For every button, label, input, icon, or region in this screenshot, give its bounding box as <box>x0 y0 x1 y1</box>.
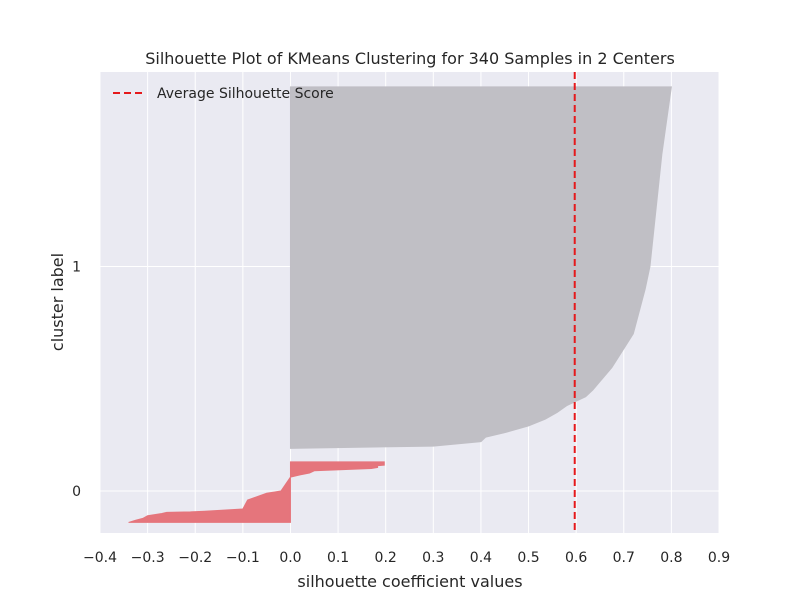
legend: Average Silhouette Score <box>113 86 334 102</box>
x-tick-label: 0.7 <box>613 550 635 566</box>
y-axis-label: cluster label <box>48 253 67 351</box>
x-tick-label: 0.1 <box>327 550 349 566</box>
chart-title: Silhouette Plot of KMeans Clustering for… <box>145 49 675 68</box>
x-tick-label: −0.3 <box>131 550 165 566</box>
y-tick-label: 1 <box>72 260 81 276</box>
x-tick-label: 0.0 <box>279 550 301 566</box>
y-axis-ticks: 01 <box>72 260 81 501</box>
cluster-0-silhouette <box>128 461 385 523</box>
x-tick-label: 0.5 <box>517 550 539 566</box>
x-tick-label: 0.8 <box>660 550 682 566</box>
cluster-1-silhouette <box>289 86 672 449</box>
cluster-silhouettes <box>128 86 672 523</box>
x-tick-label: 0.2 <box>375 550 397 566</box>
x-tick-label: −0.2 <box>178 550 212 566</box>
y-tick-label: 0 <box>72 484 81 500</box>
x-tick-label: 0.9 <box>708 550 730 566</box>
x-tick-label: 0.3 <box>422 550 444 566</box>
x-tick-label: 0.6 <box>565 550 587 566</box>
x-tick-label: −0.1 <box>226 550 260 566</box>
legend-label-average: Average Silhouette Score <box>157 86 334 102</box>
x-tick-label: 0.4 <box>470 550 492 566</box>
x-axis-label: silhouette coefficient values <box>297 572 522 591</box>
x-tick-label: −0.4 <box>83 550 117 566</box>
x-axis-ticks: −0.4 −0.3 −0.2 −0.1 0.0 0.1 0.2 0.3 0.4 0.5 0.6 0.7… <box>83 550 730 566</box>
